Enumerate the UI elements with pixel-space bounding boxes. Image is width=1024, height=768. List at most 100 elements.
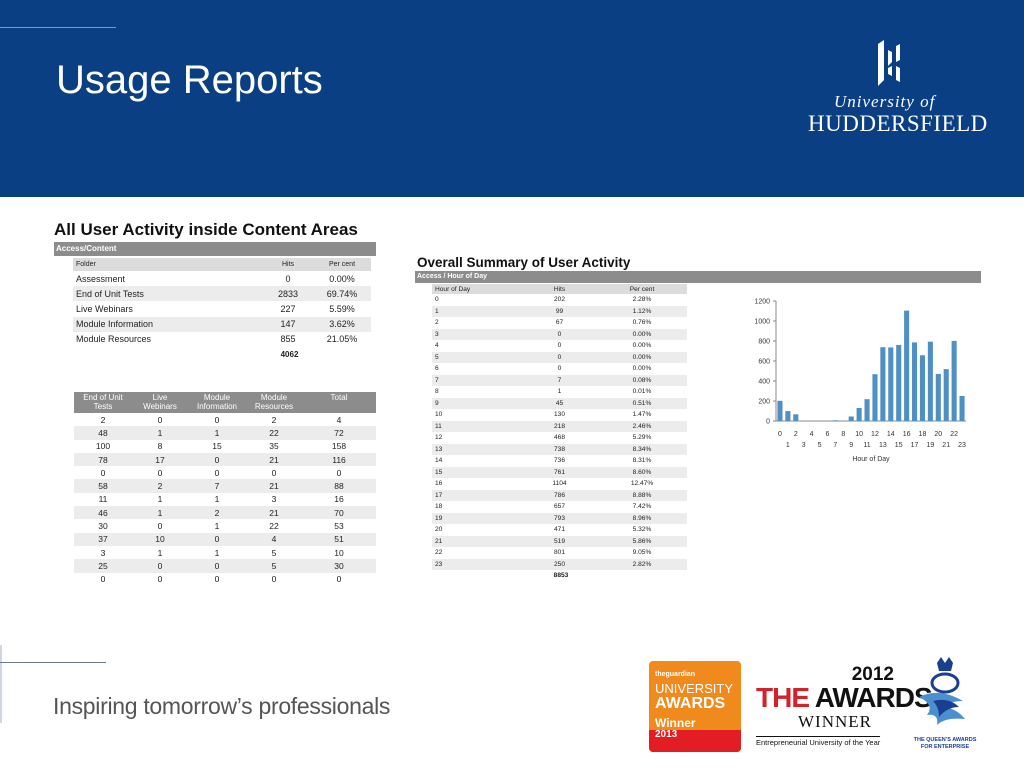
slide-title: Usage Reports	[56, 58, 323, 102]
queens-award-text: THE QUEEN’S AWARDS FOR ENTERPRISE	[913, 737, 977, 750]
table-row: 5 0 0.00%	[432, 351, 687, 363]
hour-of-day-chart: 0 200 400 600 800 1000 1200 0 2 4 6 8 10 12 14 16 18 20 22…	[754, 299, 966, 464]
table-cell: 78	[74, 452, 132, 467]
table-cell: 88	[302, 479, 376, 493]
table-cell: 1	[214, 494, 220, 505]
x-tick-label: 6	[826, 431, 830, 438]
column-header-hour: Hour of Day	[432, 284, 522, 294]
percent-value: 0.00%	[632, 342, 652, 350]
table-row: 3 0 0.00%	[432, 328, 687, 340]
table-cell: 0	[336, 467, 342, 478]
column-header-folder: Folder	[73, 258, 263, 271]
hour-value: 0	[435, 296, 439, 304]
hour-value: 7	[432, 374, 522, 386]
badge-stripe	[649, 730, 741, 752]
column-header-percent: Per cent	[597, 284, 687, 294]
bar-hour-9	[848, 416, 854, 421]
x-tick-label: 17	[911, 442, 919, 449]
hour-value: 17	[432, 489, 522, 501]
hits-value: 2833	[263, 286, 313, 302]
table-row: 0 0 0 0 0	[74, 466, 376, 479]
table-cell: 7	[188, 479, 246, 493]
table-header-row: Folder Hits Per cent	[73, 258, 371, 271]
table-cell: 1	[157, 547, 163, 558]
table-cell: 1	[214, 547, 220, 558]
table-cell: 2	[271, 414, 277, 425]
hits-value: 0	[522, 351, 597, 363]
hour-value: 8	[435, 388, 439, 396]
table-row: 3 1 1 5 10	[74, 546, 376, 559]
user-breakdown-table: End of Unit Tests Live Webinars Module Info…	[74, 392, 376, 586]
guardian-award-badge: theguardian UNIVERSITY AWARDS Winner 201…	[649, 661, 741, 752]
table-cell: 0	[214, 574, 220, 585]
column-header-percent: Per cent	[313, 258, 371, 271]
hits-value: 1	[557, 388, 562, 396]
bar-hour-20	[935, 373, 941, 421]
university-crest-icon	[878, 40, 900, 86]
table-cell: 0	[132, 559, 188, 573]
logo-text-line1: University of	[834, 92, 936, 111]
table-cell: 11	[98, 494, 108, 505]
x-tick-label: 18	[919, 431, 927, 438]
table-cell: 0	[336, 574, 342, 585]
table-cell: 4	[246, 532, 302, 546]
y-tick-label: 600	[758, 359, 770, 366]
folder-name: Assessment	[76, 273, 126, 284]
percent-value: 5.32%	[632, 526, 652, 534]
bar-hour-7	[832, 420, 838, 421]
hour-value: 3	[432, 328, 522, 340]
percent-value: 8.96%	[597, 512, 687, 524]
hits-value: 45	[522, 397, 597, 409]
y-tick-label: 0	[766, 419, 770, 426]
hits-total: 4062	[280, 350, 299, 360]
table-row: 0 202 2.28%	[432, 294, 687, 306]
hits-value: 0	[557, 365, 562, 373]
footer-divider	[0, 645, 2, 723]
table-cell: 8	[157, 441, 163, 452]
percent-value: 8.60%	[597, 466, 687, 478]
percent-value: 0.51%	[597, 397, 687, 409]
folder-name: Module Resources	[76, 334, 152, 345]
hits-value: 147	[263, 316, 313, 332]
table-cell: 58	[74, 479, 132, 493]
bar-hour-16	[904, 310, 910, 421]
total-row: 8853	[432, 570, 687, 582]
hour-value: 10	[435, 411, 443, 419]
table-cell: 70	[302, 506, 376, 520]
table-cell: 1	[132, 506, 188, 520]
table-row: 2 67 0.76%	[432, 317, 687, 329]
table-row: 23 250 2.82%	[432, 558, 687, 570]
table-header-row: Hour of Day Hits Per cent	[432, 284, 687, 294]
x-tick-label: 4	[810, 431, 814, 438]
total-spacer	[597, 570, 687, 582]
percent-value: 8.88%	[597, 489, 687, 501]
x-tick-label: 13	[879, 442, 887, 449]
table-row: 7 7 0.08%	[432, 374, 687, 386]
percent-value: 5.86%	[597, 535, 687, 547]
bar-hour-17	[912, 342, 918, 421]
table-row: 78 17 0 21 116	[74, 452, 376, 467]
hits-value: 130	[553, 411, 565, 419]
column-header-end-of-unit-tests: End of Unit Tests	[74, 392, 132, 413]
table-cell: 0	[157, 414, 163, 425]
table-cell: 25	[74, 559, 132, 573]
content-section-bar: Access/Content	[54, 242, 376, 256]
table-row: 19 793 8.96%	[432, 512, 687, 524]
column-header-live-webinars: Live Webinars	[132, 392, 188, 413]
x-tick-label: 8	[841, 431, 845, 438]
table-row: 11 218 2.46%	[432, 420, 687, 432]
hits-value: 801	[553, 549, 565, 557]
hits-value: 227	[280, 303, 296, 314]
table-row: 37 10 0 4 51	[74, 532, 376, 546]
guardian-masthead: theguardian	[655, 671, 696, 678]
hour-value: 4	[435, 342, 439, 350]
table-row: 21 519 5.86%	[432, 535, 687, 547]
x-tick-label: 1	[786, 442, 790, 449]
hits-value: 468	[553, 434, 565, 442]
header-rule	[0, 27, 116, 28]
bar-hour-19	[927, 341, 933, 421]
the-awards-badge: 2012 THE AWARDS WINNER Entrepreneurial U…	[756, 664, 933, 748]
percent-value: 7.42%	[632, 503, 652, 511]
hits-value: 0	[557, 342, 562, 350]
the-awards-subtitle: Entrepreneurial University of the Year	[756, 736, 881, 747]
